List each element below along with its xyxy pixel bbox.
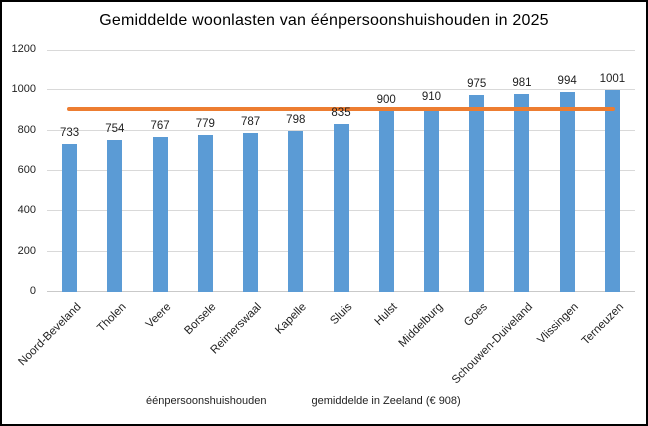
gridline bbox=[47, 89, 635, 91]
y-axis-tick-label: 400 bbox=[17, 204, 36, 217]
legend: éénpersoonshuishouden gemiddelde in Zeel… bbox=[121, 395, 461, 407]
gridline bbox=[47, 50, 635, 51]
x-axis-label: Vlissingen bbox=[535, 301, 581, 347]
legend-line-swatch bbox=[288, 399, 309, 403]
x-axis-label: Goes bbox=[462, 301, 491, 329]
x-axis-label: Noord-Beveland bbox=[15, 301, 84, 369]
bar-value-label: 733 bbox=[60, 127, 80, 140]
x-axis-label: Reimerswaal bbox=[208, 301, 265, 357]
y-axis-tick-label: 600 bbox=[17, 164, 36, 176]
bar-value-label: 900 bbox=[376, 93, 396, 106]
legend-item-line-series: gemiddelde in Zeeland (€ 908) bbox=[288, 395, 461, 407]
bar bbox=[333, 123, 349, 292]
bar-value-label: 981 bbox=[512, 77, 532, 90]
legend-line-label: gemiddelde in Zeeland (€ 908) bbox=[311, 395, 461, 407]
average-line bbox=[67, 106, 615, 111]
bar-value-label: 787 bbox=[240, 116, 261, 129]
x-axis-label: Sluis bbox=[328, 301, 355, 328]
y-axis-tick-label: 1200 bbox=[11, 43, 36, 55]
bar bbox=[559, 91, 575, 292]
bar-value-label: 994 bbox=[557, 74, 577, 87]
legend-bar-label: éénpersoonshuishouden bbox=[146, 395, 267, 407]
bar-value-label: 1001 bbox=[599, 73, 626, 86]
bar bbox=[152, 137, 168, 292]
x-axis-label: Tholen bbox=[94, 301, 129, 335]
bar-value-label: 798 bbox=[286, 114, 306, 127]
bar-value-label: 767 bbox=[150, 120, 170, 133]
bar bbox=[197, 134, 213, 292]
bar bbox=[107, 139, 123, 292]
bar bbox=[378, 110, 394, 292]
y-axis-tick-label: 800 bbox=[17, 123, 36, 136]
bar bbox=[62, 144, 78, 292]
x-axis-label: Hulst bbox=[372, 301, 400, 329]
bar bbox=[514, 94, 530, 292]
legend-bar-swatch bbox=[121, 396, 142, 407]
x-axis-label: Veere bbox=[143, 301, 174, 331]
x-axis-label: Borsele bbox=[182, 301, 219, 338]
plot-area: 733 754 767 779 787 798 835 900 910 975 981 994 1001 bbox=[47, 50, 635, 292]
bar-value-label: 779 bbox=[195, 117, 215, 130]
legend-item-bar-series: éénpersoonshuishouden bbox=[121, 395, 267, 407]
y-axis-tick-label: 200 bbox=[17, 244, 36, 257]
x-axis-label: Terneuzen bbox=[579, 301, 626, 348]
x-axis-label: Kapelle bbox=[273, 301, 310, 337]
chart-title: Gemiddelde woonlasten van éénpersoonshui… bbox=[99, 12, 549, 29]
bar bbox=[423, 108, 439, 292]
bar bbox=[243, 133, 259, 292]
bar-value-label: 975 bbox=[467, 78, 487, 91]
y-axis-tick-label: 0 bbox=[29, 285, 36, 297]
bar-value-label: 754 bbox=[105, 122, 125, 135]
bar-value-label: 835 bbox=[331, 106, 351, 119]
x-axis-label: Middelburg bbox=[396, 301, 445, 350]
bar-value-label: 910 bbox=[421, 91, 442, 104]
bar bbox=[469, 95, 485, 292]
y-axis: 0 200 400 600 800 1000 1200 bbox=[0, 43, 38, 297]
x-axis-label: Schouwen-Duiveland bbox=[450, 301, 536, 387]
bar bbox=[604, 90, 620, 292]
y-axis-tick-label: 1000 bbox=[11, 83, 36, 96]
bar bbox=[288, 131, 304, 292]
